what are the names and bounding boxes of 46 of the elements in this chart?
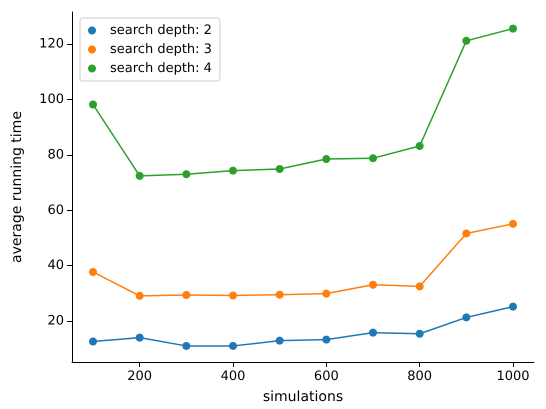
point [462,313,470,322]
point [229,292,237,300]
y-tick-label: 100 [39,92,64,107]
x-tick-label: 600 [314,369,339,384]
point [229,166,237,175]
point [136,334,144,342]
legend-label: search depth: 3 [110,42,212,57]
point [509,24,517,33]
point [89,338,97,346]
point [182,342,190,350]
point [369,328,377,337]
point [136,172,144,180]
point [322,290,330,298]
point [416,330,424,338]
x-axis-title: simulations [262,389,344,405]
y-tick-label: 20 [47,314,64,329]
legend-label: search depth: 2 [110,23,212,38]
point [276,165,284,173]
point [509,220,517,228]
legend-label: search depth: 4 [110,61,212,76]
point [182,170,190,178]
point [416,282,424,290]
y-axis-title: average running time [9,111,25,263]
point [322,336,330,344]
point [509,302,517,311]
point [136,292,144,300]
x-tick-label: 200 [127,369,152,384]
x-tick-label: 1000 [496,369,530,384]
point [276,290,284,299]
point [182,290,190,299]
point [462,230,470,238]
x-tick-label: 400 [220,369,246,384]
point [369,280,377,289]
point [369,154,377,162]
point [229,342,237,350]
y-tick-label: 80 [47,147,64,162]
point [416,142,424,150]
point [462,36,470,45]
point [89,100,97,108]
y-tick-label: 60 [47,202,64,218]
point [322,155,330,164]
point [89,268,97,276]
y-tick-label: 120 [39,36,64,52]
x-tick-label: 800 [407,369,432,384]
y-tick-label: 40 [47,258,64,274]
point [276,336,284,345]
